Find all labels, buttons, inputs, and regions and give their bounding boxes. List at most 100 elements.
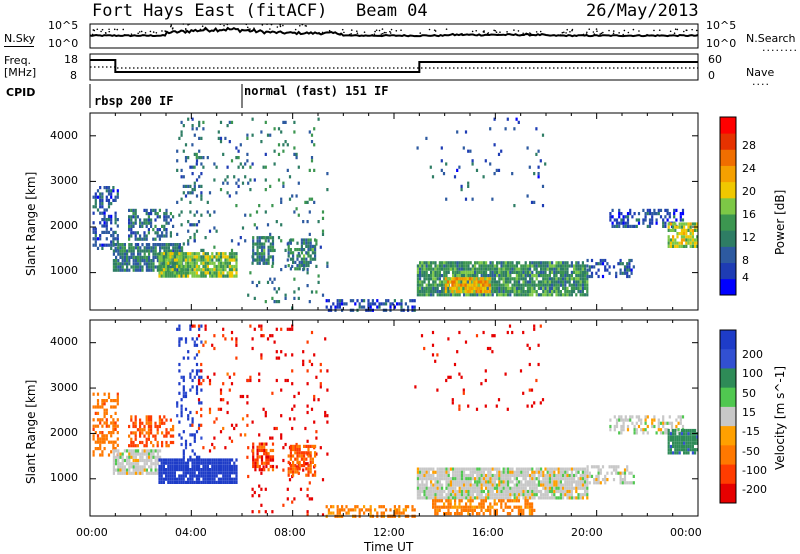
power-cell [208, 191, 212, 195]
velocity-cell [662, 424, 665, 429]
power-cell [443, 293, 446, 297]
power-cell [464, 130, 468, 134]
velocity-cell [117, 462, 120, 466]
velocity-cell [134, 434, 137, 438]
power-cell [486, 277, 489, 281]
power-cell [211, 268, 214, 272]
velocity-cell [303, 464, 306, 468]
power-cell [630, 268, 633, 272]
velocity-cell [520, 470, 523, 474]
power-cell [573, 264, 576, 268]
velocity-cell [423, 489, 426, 494]
power-cell [498, 293, 501, 297]
velocity-cell [533, 496, 536, 500]
velocity-cell [685, 448, 688, 452]
velocity-cell [112, 431, 115, 435]
power-cell [184, 258, 187, 262]
velocity-cell [200, 369, 203, 373]
velocity-cell [542, 493, 545, 497]
velocity-cell [465, 489, 468, 494]
velocity-cell [220, 468, 223, 472]
power-cell [434, 277, 437, 281]
power-cell [313, 200, 316, 204]
power-cell [621, 271, 624, 275]
power-cell [191, 255, 194, 259]
velocity-cell [269, 448, 272, 453]
power-cell [137, 255, 140, 259]
velocity-cell [145, 452, 148, 456]
velocity-cell [280, 388, 283, 392]
power-cell [182, 252, 185, 256]
velocity-cell [436, 483, 439, 487]
velocity-cell [132, 452, 135, 456]
power-cell [154, 249, 157, 253]
velocity-cell [195, 362, 199, 367]
velocity-cell [526, 483, 529, 487]
power-cell [141, 249, 144, 253]
power-cell [460, 280, 463, 284]
power-cell [644, 212, 647, 216]
velocity-cell [325, 505, 328, 509]
velocity-cell [476, 483, 479, 487]
power-cell [626, 262, 629, 266]
power-cell [338, 305, 341, 309]
velocity-cell [204, 324, 207, 328]
velocity-cell [518, 496, 521, 500]
power-cell [524, 274, 527, 278]
velocity-cell [306, 462, 309, 466]
velocity-cell [414, 385, 417, 389]
power-cell [160, 252, 163, 256]
velocity-cell [613, 428, 616, 432]
velocity-cell [96, 411, 100, 415]
noise-search-point [348, 33, 351, 36]
velocity-cell [187, 471, 190, 475]
power-cell [311, 244, 314, 248]
velocity-cell [659, 428, 663, 432]
velocity-cell [252, 448, 255, 453]
noise-search-point [523, 34, 526, 36]
power-cell [427, 277, 430, 281]
power-cell [544, 270, 547, 274]
power-cell [123, 262, 126, 266]
power-cell [260, 236, 264, 240]
power-cell [148, 255, 151, 259]
power-cell [588, 265, 591, 269]
velocity-cell [464, 340, 468, 344]
velocity-cell [495, 502, 498, 506]
power-cell [493, 286, 496, 290]
power-cell [579, 280, 582, 284]
power-cell [92, 211, 95, 215]
power-cell [669, 241, 672, 245]
power-cell [526, 146, 529, 150]
velocity-cell [434, 470, 437, 474]
power-cell [667, 241, 670, 245]
velocity-cell [520, 508, 523, 512]
velocity-cell [474, 467, 477, 471]
velocity-cell [299, 487, 303, 491]
power-cell [249, 178, 252, 182]
noise-search-point [247, 28, 250, 31]
velocity-cell [291, 324, 294, 328]
velocity-cell [425, 480, 428, 484]
power-cell [473, 283, 476, 287]
power-cell [606, 262, 609, 266]
velocity-cell [531, 496, 534, 500]
velocity-cell [150, 465, 153, 469]
velocity-cell [680, 448, 683, 452]
velocity-cell [526, 489, 529, 494]
velocity-cell [491, 350, 494, 354]
velocity-cell [215, 471, 218, 475]
power-cell [451, 283, 454, 287]
velocity-cell [182, 461, 185, 465]
velocity-cell [116, 395, 119, 399]
velocity-cell [286, 497, 289, 501]
velocity-cell [215, 474, 218, 478]
velocity-cell [209, 458, 212, 462]
velocity-cell [121, 455, 124, 459]
velocity-cell [431, 330, 435, 335]
power-cell [618, 215, 621, 219]
power-cell [158, 274, 161, 278]
power-cell [136, 215, 139, 219]
power-cell [101, 192, 104, 196]
power-cell [162, 261, 165, 265]
